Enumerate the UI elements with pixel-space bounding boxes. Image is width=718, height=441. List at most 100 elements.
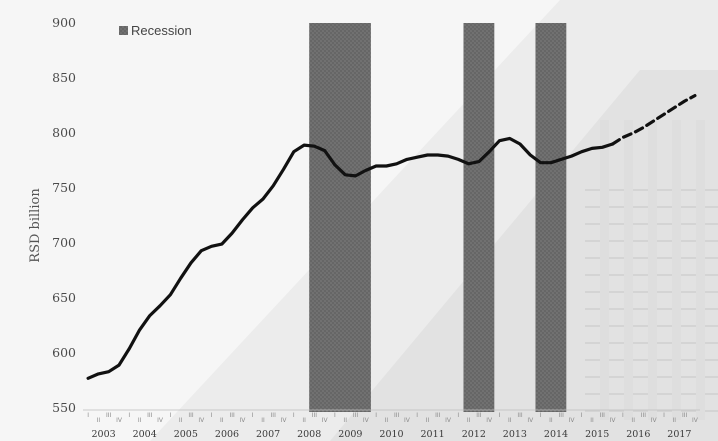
- quarter-tick-label: I: [457, 412, 459, 419]
- recession-band: [309, 23, 371, 412]
- quarter-tick-label: III: [106, 412, 112, 419]
- quarter-tick-label: III: [682, 412, 688, 419]
- quarter-tick-label: I: [581, 412, 583, 419]
- legend-label: Recession: [131, 23, 192, 38]
- quarter-tick-label: IV: [404, 417, 411, 424]
- quarter-tick-label: III: [476, 412, 482, 419]
- quarter-tick-label: I: [128, 412, 130, 419]
- quarter-tick-label: I: [334, 412, 336, 419]
- y-tick-label: 700: [52, 235, 76, 250]
- year-tick-label: 2008: [297, 429, 321, 440]
- quarter-tick-label: III: [188, 412, 194, 419]
- recession-band: [463, 23, 495, 412]
- quarter-tick-label: III: [229, 412, 235, 419]
- background-facade-shadow: [330, 70, 718, 441]
- background-column: [672, 120, 681, 420]
- quarter-tick-label: III: [353, 412, 359, 419]
- quarter-tick-label: II: [179, 417, 183, 424]
- y-tick-label: 800: [52, 125, 76, 140]
- quarter-tick-label: II: [426, 417, 430, 424]
- quarter-tick-label: III: [600, 412, 606, 419]
- quarter-tick-label: IV: [198, 417, 205, 424]
- year-tick-label: 2012: [462, 429, 486, 440]
- legend: Recession: [119, 23, 192, 38]
- quarter-tick-label: I: [87, 412, 89, 419]
- quarter-tick-label: I: [540, 412, 542, 419]
- y-tick-label: 850: [52, 70, 76, 85]
- quarter-tick-label: I: [499, 412, 501, 419]
- quarter-tick-label: I: [663, 412, 665, 419]
- recession-bands: [309, 23, 567, 412]
- quarter-tick-label: III: [312, 412, 318, 419]
- quarter-tick-label: IV: [239, 417, 246, 424]
- background-column: [624, 120, 633, 420]
- year-tick-label: 2015: [585, 429, 609, 440]
- quarter-tick-label: III: [517, 412, 523, 419]
- year-tick-label: 2016: [626, 429, 650, 440]
- quarter-tick-label: IV: [445, 417, 452, 424]
- quarter-tick-label: II: [508, 417, 512, 424]
- quarter-tick-label: II: [220, 417, 224, 424]
- quarter-tick-label: I: [170, 412, 172, 419]
- forecast-line: [610, 93, 697, 146]
- background-column: [600, 120, 609, 420]
- quarter-tick-label: III: [559, 412, 565, 419]
- year-tick-label: 2003: [92, 429, 116, 440]
- quarter-tick-label: IV: [527, 417, 534, 424]
- quarter-tick-label: II: [97, 417, 101, 424]
- quarter-tick-label: II: [261, 417, 265, 424]
- quarter-tick-label: IV: [157, 417, 164, 424]
- quarter-tick-label: IV: [569, 417, 576, 424]
- quarter-tick-label: IV: [322, 417, 329, 424]
- quarter-tick-label: III: [641, 412, 647, 419]
- year-tick-label: 2010: [379, 429, 403, 440]
- quarter-tick-label: III: [271, 412, 277, 419]
- year-tick-label: 2017: [667, 429, 691, 440]
- year-tick-label: 2006: [215, 429, 239, 440]
- x-axis: IIIIIIIV2003IIIIIIIV2004IIIIIIIV2005IIII…: [83, 409, 700, 440]
- quarter-tick-label: III: [435, 412, 441, 419]
- y-axis-label: RSD billion: [28, 188, 43, 263]
- year-tick-label: 2014: [544, 429, 568, 440]
- y-tick-label: 600: [52, 345, 76, 360]
- quarter-tick-label: IV: [692, 417, 699, 424]
- background-column: [696, 120, 705, 420]
- quarter-tick-label: IV: [363, 417, 370, 424]
- quarter-tick-label: I: [293, 412, 295, 419]
- quarter-tick-label: II: [590, 417, 594, 424]
- quarter-tick-label: I: [622, 412, 624, 419]
- quarter-tick-label: III: [147, 412, 153, 419]
- year-tick-label: 2013: [503, 429, 527, 440]
- year-tick-label: 2009: [338, 429, 362, 440]
- quarter-tick-label: IV: [116, 417, 123, 424]
- quarter-tick-label: I: [252, 412, 254, 419]
- legend-swatch: [119, 26, 128, 35]
- year-tick-label: 2007: [256, 429, 280, 440]
- quarter-tick-label: IV: [486, 417, 493, 424]
- y-tick-label: 900: [52, 15, 76, 30]
- y-tick-label: 750: [52, 180, 76, 195]
- quarter-tick-label: II: [631, 417, 635, 424]
- quarter-tick-label: I: [375, 412, 377, 419]
- quarter-tick-label: III: [394, 412, 400, 419]
- quarter-tick-label: II: [385, 417, 389, 424]
- quarter-tick-label: IV: [651, 417, 658, 424]
- quarter-tick-label: IV: [281, 417, 288, 424]
- quarter-tick-label: IV: [610, 417, 617, 424]
- quarter-tick-label: II: [467, 417, 471, 424]
- y-axis-tick-labels: 550 600 650 700 750 800 850 900: [52, 15, 76, 415]
- recession-band: [535, 23, 567, 412]
- quarter-tick-label: I: [416, 412, 418, 419]
- quarter-tick-label: II: [138, 417, 142, 424]
- quarter-tick-label: II: [343, 417, 347, 424]
- year-tick-label: 2011: [421, 429, 445, 440]
- y-tick-label: 550: [52, 400, 76, 415]
- background-column: [648, 120, 657, 420]
- quarter-tick-label: I: [211, 412, 213, 419]
- quarter-tick-label: II: [673, 417, 677, 424]
- actual-line: [86, 136, 615, 380]
- y-tick-label: 650: [52, 290, 76, 305]
- series-lines: [86, 93, 697, 380]
- year-tick-label: 2005: [174, 429, 198, 440]
